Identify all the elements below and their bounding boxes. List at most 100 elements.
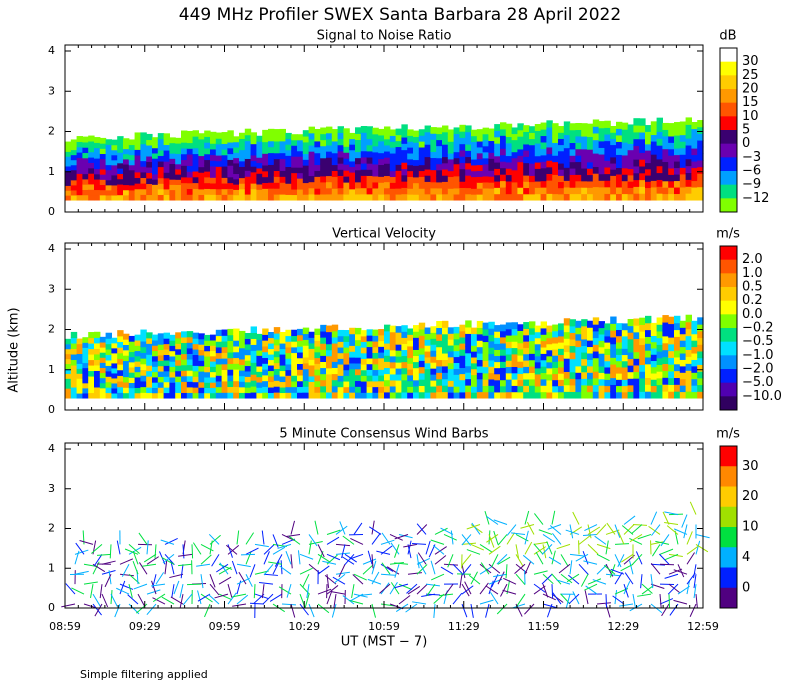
colorbar-label: 2.0 [742, 252, 763, 267]
field-cell [621, 373, 629, 380]
field-cell [268, 134, 275, 142]
wind-barb [308, 534, 318, 547]
wind-barb [542, 573, 554, 585]
field-cell [198, 354, 205, 361]
y-tick-label: 2 [48, 125, 55, 138]
field-cell [563, 338, 571, 346]
field-cell [616, 154, 623, 162]
wind-barb [614, 554, 622, 568]
field-cell [239, 392, 246, 399]
field-cell [123, 174, 130, 180]
field-cell [529, 144, 536, 152]
field-cell [471, 141, 478, 148]
field-cell [285, 138, 292, 145]
field-cell [697, 133, 704, 141]
field-cell [691, 128, 698, 136]
wind-barb [214, 593, 229, 599]
colorbar-segment [720, 567, 737, 589]
field-cell [105, 365, 112, 372]
colorbar-unit: m/s [716, 227, 740, 242]
field-cell [169, 366, 176, 373]
field-cell [244, 332, 252, 340]
wind-barb [379, 583, 391, 594]
field-cell [384, 138, 391, 146]
field-cell [285, 335, 292, 342]
field-cell [198, 133, 205, 140]
field-cell [459, 373, 466, 381]
field-cell [227, 328, 234, 336]
field-cell [192, 153, 199, 160]
field-cell [337, 150, 344, 158]
field-cell [575, 385, 582, 393]
field-cell [534, 124, 542, 131]
field-cell [407, 141, 414, 148]
field-cell [181, 165, 188, 172]
field-cell [633, 364, 640, 373]
field-cell [279, 381, 286, 388]
wind-barb [542, 603, 557, 609]
field-cell [621, 329, 629, 337]
field-cell [401, 355, 408, 363]
field-cell [88, 370, 95, 377]
field-cell [540, 122, 547, 130]
field-cell [430, 385, 437, 393]
wind-barb [263, 544, 275, 555]
field-cell [488, 193, 495, 201]
field-cell [616, 147, 623, 155]
y-tick-label: 2 [48, 522, 55, 535]
field-cell [175, 153, 182, 160]
field-cell [111, 144, 118, 151]
field-cell [407, 368, 414, 376]
field-cell [88, 194, 95, 201]
field-cell [285, 177, 292, 184]
field-cell [453, 127, 460, 135]
field-cell [94, 178, 101, 185]
field-cell [163, 392, 170, 399]
field-cell [645, 315, 652, 324]
field-cell [627, 181, 634, 188]
field-cell [616, 373, 623, 380]
field-cell [198, 360, 205, 367]
wind-barb [162, 553, 175, 564]
field-cell [355, 368, 362, 376]
field-cell [186, 331, 194, 338]
field-cell [227, 346, 234, 353]
field-cell [529, 346, 536, 354]
field-cell [465, 150, 472, 158]
field-cell [134, 345, 141, 352]
field-cell [459, 367, 466, 375]
wind-barb [524, 541, 533, 555]
field-cell [505, 341, 513, 349]
field-cell [331, 361, 339, 368]
field-cell [297, 357, 304, 365]
field-cell [500, 391, 507, 399]
field-cell [563, 186, 571, 194]
field-cell [163, 332, 170, 339]
wind-barb [127, 594, 139, 605]
field-cell [349, 177, 356, 184]
field-cell [343, 170, 350, 177]
field-cell [99, 357, 107, 363]
field-cell [302, 327, 310, 335]
field-cell [146, 144, 153, 152]
field-cell [610, 169, 617, 176]
wind-barb [623, 581, 631, 595]
field-cell [221, 352, 228, 359]
field-cell [662, 155, 669, 163]
field-cell [186, 353, 194, 360]
x-tick-label: 11:29 [448, 620, 480, 633]
field-cell [633, 351, 640, 359]
field-cell [227, 363, 234, 370]
field-cell [70, 364, 78, 372]
field-cell [273, 152, 281, 160]
colorbar-label: −5.0 [742, 375, 774, 390]
field-cell [88, 189, 95, 196]
field-cell [384, 373, 391, 381]
field-cell [302, 362, 310, 370]
field-cell [314, 340, 321, 347]
field-cell [250, 149, 257, 156]
field-cell [99, 153, 107, 160]
wind-barb [139, 562, 148, 575]
field-cell [140, 138, 147, 145]
field-cell [215, 375, 223, 382]
